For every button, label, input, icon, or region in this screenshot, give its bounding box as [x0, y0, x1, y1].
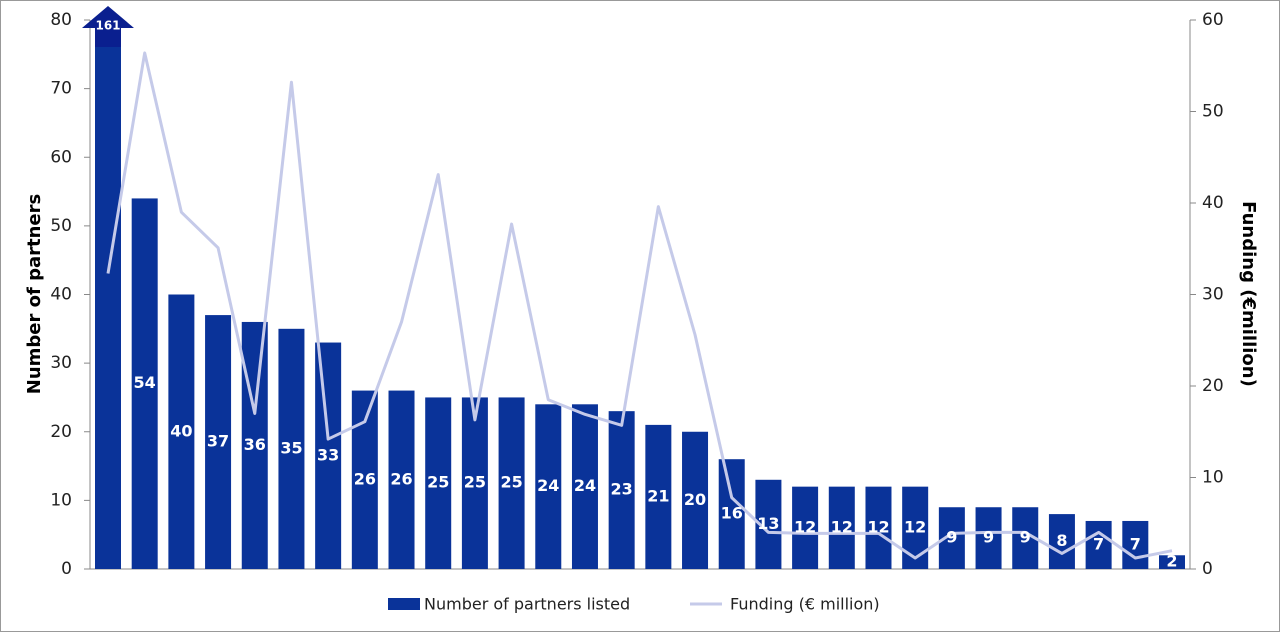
value-label: 16 — [721, 504, 743, 523]
bar — [1122, 520, 1149, 569]
overflow-arrow — [82, 6, 134, 47]
bar — [682, 431, 709, 569]
value-label: 26 — [390, 469, 412, 488]
y2-tick-label: 50 — [1202, 102, 1224, 122]
bar — [828, 486, 855, 569]
value-label: 8 — [1056, 531, 1067, 550]
overlay: 161 54 40 37 36 35 33 26 26 25 25 25 24 24 23 21 20 16 13 1… — [82, 6, 1178, 571]
bar — [278, 328, 305, 569]
value-label: 20 — [684, 490, 706, 509]
y2-tick-label: 30 — [1202, 285, 1224, 305]
legend-label: Number of partners listed — [424, 595, 630, 614]
bar — [498, 397, 525, 569]
value-label: 9 — [983, 528, 994, 547]
value-label: 40 — [170, 421, 192, 440]
bar — [792, 486, 819, 569]
bar — [131, 198, 158, 569]
bar — [645, 424, 672, 569]
bar — [718, 459, 745, 569]
bar — [975, 507, 1002, 569]
y-tick-label: 70 — [50, 79, 72, 99]
y-tick-label: 10 — [50, 490, 72, 510]
bar — [608, 411, 635, 569]
value-label: 2 — [1166, 552, 1177, 571]
value-label: 35 — [280, 438, 302, 457]
bar — [205, 315, 232, 569]
y-tick-label: 60 — [50, 147, 72, 167]
value-label: 33 — [317, 445, 339, 464]
bar — [1159, 555, 1185, 569]
legend-swatch — [388, 598, 420, 610]
bar — [425, 397, 452, 569]
value-label: 12 — [904, 517, 926, 536]
bar — [571, 404, 598, 569]
y2-tick-label: 60 — [1202, 10, 1224, 30]
funding-line — [106, 51, 1173, 560]
value-label: 13 — [757, 514, 779, 533]
value-label: 24 — [574, 476, 596, 495]
value-label: 24 — [537, 476, 559, 495]
value-label: 12 — [831, 517, 853, 536]
value-label: 36 — [244, 435, 266, 454]
bars — [95, 20, 1185, 569]
bar — [95, 20, 121, 569]
bar — [315, 342, 342, 569]
value-label: 161 — [95, 19, 120, 33]
y-tick-label: 80 — [50, 10, 72, 30]
bar — [388, 390, 415, 569]
y2-tick-label: 40 — [1202, 193, 1224, 213]
value-label: 26 — [354, 469, 376, 488]
bar — [865, 486, 892, 569]
value-label: 9 — [1020, 528, 1031, 547]
y-tick-label: 50 — [50, 216, 72, 236]
y-tick-label: 0 — [61, 559, 72, 579]
y-tick-label: 30 — [50, 353, 72, 373]
bar — [902, 486, 929, 569]
legend-label: Funding (€ million) — [730, 595, 880, 614]
value-label: 54 — [134, 373, 156, 392]
bar — [535, 404, 562, 569]
bar — [461, 397, 488, 569]
value-label: 25 — [427, 473, 449, 492]
value-label: 25 — [500, 473, 522, 492]
value-label: 37 — [207, 432, 229, 451]
value-label: 12 — [794, 517, 816, 536]
axes: 0 10 20 30 40 50 60 70 80 0 10 20 30 40 50 60 — [50, 10, 1223, 579]
bar — [241, 321, 268, 569]
y-axis-title: Number of partners — [24, 194, 45, 394]
bar — [1048, 514, 1075, 569]
y-tick-label: 20 — [50, 422, 72, 442]
bar — [168, 294, 195, 569]
bar — [1085, 520, 1112, 569]
value-label: 25 — [464, 473, 486, 492]
value-label: 21 — [647, 486, 669, 505]
value-label: 7 — [1093, 534, 1104, 553]
value-label: 23 — [611, 480, 633, 499]
y-tick-label: 40 — [50, 285, 72, 305]
y2-tick-label: 10 — [1202, 468, 1224, 488]
y2-axis-title: Funding (€million) — [1238, 201, 1259, 387]
value-label: 9 — [946, 528, 957, 547]
y2-tick-label: 20 — [1202, 376, 1224, 396]
y2-tick-label: 0 — [1202, 559, 1213, 579]
value-label: 7 — [1130, 534, 1141, 553]
value-label: 12 — [867, 517, 889, 536]
